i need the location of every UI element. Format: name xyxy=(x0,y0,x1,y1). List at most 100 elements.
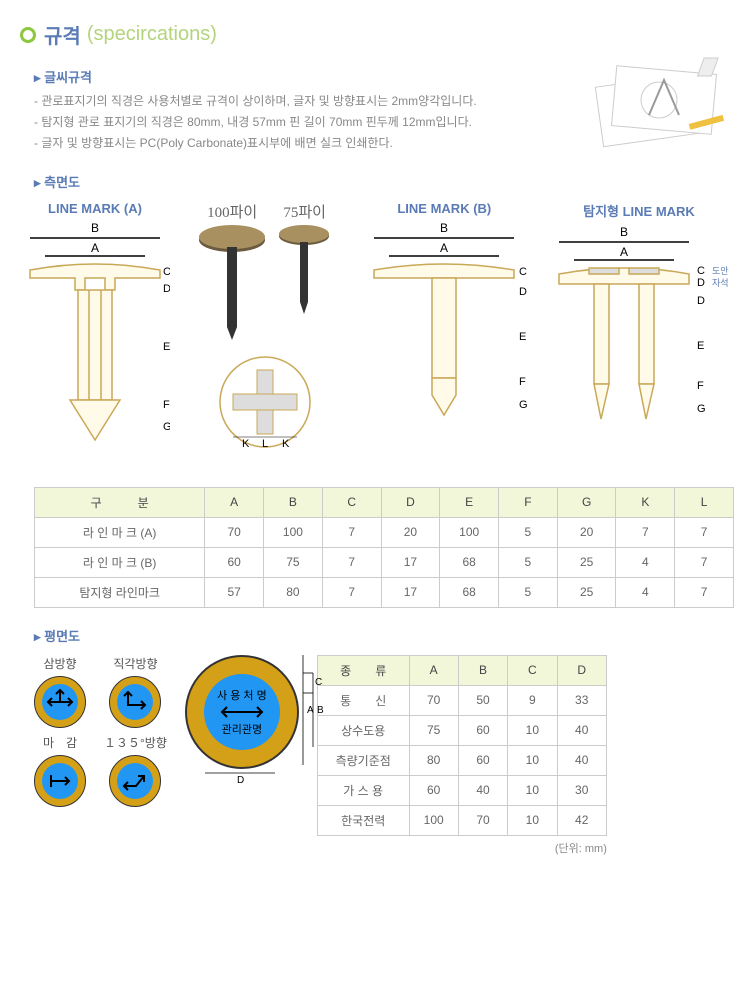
svg-text:A: A xyxy=(620,245,628,259)
table-cell: 10 xyxy=(508,805,557,835)
svg-text:B: B xyxy=(91,221,99,235)
table-cell: 20 xyxy=(557,517,616,547)
svg-text:G: G xyxy=(519,399,528,411)
side-view-heading: ▸ 측면도 xyxy=(34,172,729,191)
page-title-sub: (specircations) xyxy=(87,23,217,46)
spec-table-1: 구 분ABCDEFGKL 라 인 마 크 (A)7010072010052077… xyxy=(34,487,734,608)
svg-text:G: G xyxy=(163,421,170,433)
svg-text:도안부: 도안부 xyxy=(712,266,729,276)
table-cell: 40 xyxy=(557,715,606,745)
side-view-diagrams: LINE MARK (A) B A C D E F G xyxy=(20,201,729,467)
table-cell: 17 xyxy=(381,547,440,577)
table-cell: 20 xyxy=(381,517,440,547)
svg-text:F: F xyxy=(697,380,704,392)
table-cell: 7 xyxy=(616,517,675,547)
table-cell: 5 xyxy=(499,577,558,607)
svg-text:E: E xyxy=(163,341,170,353)
table-row: 한국전력100701042 xyxy=(317,805,606,835)
svg-text:C: C xyxy=(697,265,705,277)
table-header: D xyxy=(381,487,440,517)
table-header: F xyxy=(499,487,558,517)
table-cell: 42 xyxy=(557,805,606,835)
table-header: D xyxy=(557,655,606,685)
table-cell: 60 xyxy=(409,775,458,805)
table-cell: 7 xyxy=(322,547,381,577)
table-cell: 60 xyxy=(205,547,264,577)
table-cell: 25 xyxy=(557,547,616,577)
table-cell: 통 신 xyxy=(317,685,409,715)
table-cell: 100 xyxy=(264,517,323,547)
svg-text:F: F xyxy=(519,376,526,388)
label-100: 100파이 xyxy=(197,201,267,222)
table-header: G xyxy=(557,487,616,517)
svg-text:C: C xyxy=(163,266,170,278)
cross-section-diagram: K L K xyxy=(215,352,315,452)
table-row: 가 스 용60401030 xyxy=(317,775,606,805)
svg-text:F: F xyxy=(163,399,170,411)
table-cell: 75 xyxy=(264,547,323,577)
table-row: 라 인 마 크 (A)7010072010052077 xyxy=(35,517,734,547)
table-cell: 4 xyxy=(616,547,675,577)
table-cell: 70 xyxy=(205,517,264,547)
unit-label: (단위: mm) xyxy=(317,840,607,856)
table-header: B xyxy=(458,655,507,685)
svg-text:A: A xyxy=(440,241,448,255)
direction-grid: 삼방향 직각방향 마 감 xyxy=(34,655,167,807)
table-header: E xyxy=(440,487,499,517)
spec-table-2: 종 류ABCD 통 신7050933상수도용75601040측량기준점80601… xyxy=(317,655,607,836)
table-cell: 70 xyxy=(409,685,458,715)
dir-label: 삼방향 xyxy=(34,655,86,672)
table-cell: 75 xyxy=(409,715,458,745)
table-cell: 57 xyxy=(205,577,264,607)
table-cell: 가 스 용 xyxy=(317,775,409,805)
table-cell: 라 인 마 크 (B) xyxy=(35,547,205,577)
table-cell: 80 xyxy=(409,745,458,775)
table-cell: 7 xyxy=(322,517,381,547)
bullet-icon xyxy=(20,27,36,43)
table-cell: 30 xyxy=(557,775,606,805)
table-cell: 상수도용 xyxy=(317,715,409,745)
table-cell: 80 xyxy=(264,577,323,607)
linemark-a-diagram: B A C D E F G xyxy=(20,220,170,460)
linemark-b-diagram: B A C D E F G xyxy=(359,220,529,460)
svg-text:D: D xyxy=(519,286,527,298)
table-cell: 40 xyxy=(557,745,606,775)
label-75: 75파이 xyxy=(277,201,332,222)
svg-text:E: E xyxy=(697,340,704,352)
table-header: 구 분 xyxy=(35,487,205,517)
coin-three-way xyxy=(34,676,86,728)
svg-text:D: D xyxy=(163,283,170,295)
table-cell: 10 xyxy=(508,715,557,745)
table-row: 통 신7050933 xyxy=(317,685,606,715)
table-header: B xyxy=(264,487,323,517)
table-cell: 4 xyxy=(616,577,675,607)
table-cell: 10 xyxy=(508,745,557,775)
svg-text:E: E xyxy=(519,331,526,343)
table-cell: 탐지형 라인마크 xyxy=(35,577,205,607)
coin-135 xyxy=(109,755,161,807)
table-row: 탐지형 라인마크57807176852547 xyxy=(35,577,734,607)
table-header: A xyxy=(205,487,264,517)
table-cell: 7 xyxy=(675,577,734,607)
dir-label: １３５°방향 xyxy=(104,734,167,751)
table-header: C xyxy=(322,487,381,517)
table-cell: 25 xyxy=(557,577,616,607)
table-cell: 60 xyxy=(458,745,507,775)
table-cell: 68 xyxy=(440,577,499,607)
table-cell: 7 xyxy=(675,517,734,547)
table-cell: 17 xyxy=(381,577,440,607)
table-row: 측량기준점80601040 xyxy=(317,745,606,775)
big-coin-top: 사 용 처 명 xyxy=(217,687,267,703)
table-cell: 100 xyxy=(409,805,458,835)
svg-text:D: D xyxy=(697,295,705,307)
diagram-label-a: LINE MARK (A) xyxy=(20,201,170,216)
table-cell: 70 xyxy=(458,805,507,835)
svg-text:L: L xyxy=(262,438,268,450)
coin-end xyxy=(34,755,86,807)
big-coin-bottom: 관리관명 xyxy=(222,721,262,737)
table-row: 상수도용75601040 xyxy=(317,715,606,745)
linemark-detect-diagram: B A C 도안부 D 자석 D E F G xyxy=(549,224,729,464)
table-cell: 측량기준점 xyxy=(317,745,409,775)
diagram-label-b: LINE MARK (B) xyxy=(359,201,529,216)
page-title: 규격 xyxy=(44,20,81,49)
